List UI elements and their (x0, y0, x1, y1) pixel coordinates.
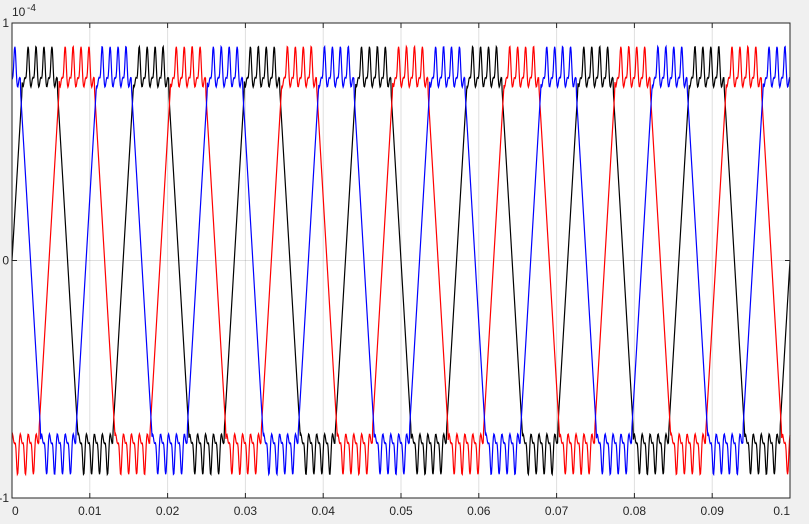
x-tick-label: 0.03 (234, 504, 258, 518)
series-line (11, 44, 791, 477)
series-line (11, 44, 791, 477)
x-tick-label: 0.1 (773, 504, 790, 518)
x-tick-label: 0.04 (312, 504, 336, 518)
x-tick-label: 0.06 (467, 504, 491, 518)
x-tick-label: 0.07 (545, 504, 569, 518)
series-layer (11, 44, 791, 477)
y-exponent-base: 10 (12, 5, 26, 19)
y-tick-label: 1 (2, 16, 9, 30)
x-tick-labels: 0 0.01 0.02 0.03 0.04 0.05 0.06 0.07 0.08 0.09 0.1 (12, 504, 790, 518)
x-tick-label: 0 (12, 504, 19, 518)
y-exponent-power: -4 (27, 3, 36, 14)
x-tick-label: 0.02 (156, 504, 180, 518)
x-tick-label: 0.08 (623, 504, 647, 518)
x-tick-label: 0.09 (701, 504, 725, 518)
series-line (11, 44, 791, 477)
y-tick-labels: -1 0 1 (0, 16, 9, 505)
y-tick-label: 0 (2, 254, 9, 268)
y-tick-label: -1 (0, 491, 9, 505)
ticks (11, 22, 791, 499)
x-tick-label: 0.01 (78, 504, 102, 518)
x-tick-label: 0.05 (389, 504, 413, 518)
